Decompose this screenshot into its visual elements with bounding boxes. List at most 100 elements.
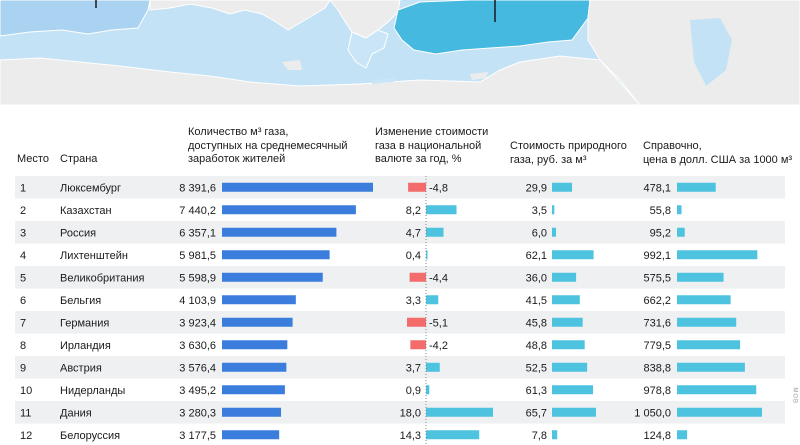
- rub-bar: [552, 385, 594, 395]
- header-price-change: Изменение стоимости газа в национальной …: [375, 126, 488, 167]
- usd-label: 662,2: [643, 295, 671, 307]
- volume-bar: [222, 205, 356, 215]
- header-gas-volume-line-1: Количество м³ газа,: [188, 126, 289, 138]
- rub-label: 48,8: [526, 340, 547, 352]
- usd-bar: [677, 362, 745, 372]
- header-price-rub-line-2: газа, руб. за м³: [510, 153, 587, 166]
- usd-bar: [677, 205, 682, 215]
- change-bar: [410, 340, 426, 350]
- country-label: Ирландия: [60, 340, 111, 352]
- usd-bar: [677, 272, 724, 282]
- volume-bar: [222, 182, 373, 192]
- table-row: [15, 356, 785, 379]
- country-label: Люксембург: [60, 182, 121, 194]
- rub-label: 62,1: [526, 250, 547, 262]
- map-crete: [372, 78, 396, 84]
- change-label: -4,2: [429, 340, 448, 352]
- volume-label: 6 357,1: [179, 227, 216, 239]
- table-row: [15, 176, 785, 199]
- change-bar: [426, 227, 444, 237]
- volume-label: 7 440,2: [179, 205, 216, 217]
- rub-bar: [552, 295, 580, 305]
- volume-bar: [222, 385, 285, 395]
- change-bar: [426, 295, 439, 305]
- header-country: Страна: [60, 153, 98, 165]
- usd-bar: [677, 340, 741, 350]
- rub-bar: [552, 182, 573, 192]
- header-gas-volume-line-2: доступных на среднемесячный: [188, 139, 348, 152]
- map-greece: [347, 29, 389, 69]
- change-label: -4,4: [429, 272, 448, 284]
- volume-label: 5 981,5: [179, 250, 216, 262]
- change-bar: [409, 272, 426, 282]
- rub-label: 61,3: [526, 385, 547, 397]
- rank-label: 10: [20, 385, 32, 397]
- header-gas-volume: Количество м³ газа, доступных на среднем…: [188, 126, 348, 167]
- table-row: [15, 221, 785, 244]
- rank-label: 6: [20, 295, 26, 307]
- rank-label: 12: [20, 430, 32, 442]
- rub-bar: [552, 227, 557, 237]
- table-row: [15, 311, 785, 334]
- usd-label: 575,5: [643, 272, 671, 284]
- rub-label: 36,0: [526, 272, 547, 284]
- change-bar: [426, 362, 440, 372]
- volume-bar: [222, 272, 323, 282]
- header-rank: Место: [17, 153, 49, 165]
- rub-label: 3,5: [532, 205, 547, 217]
- table-row: [15, 266, 785, 289]
- country-label: Великобритания: [60, 272, 145, 284]
- rub-label: 41,5: [526, 295, 547, 307]
- volume-label: 3 177,5: [179, 430, 216, 442]
- map-caspian: [690, 18, 732, 86]
- volume-bar: [222, 250, 330, 260]
- change-label: -5,1: [429, 317, 448, 329]
- volume-bar: [222, 362, 287, 372]
- volume-bar: [222, 295, 296, 305]
- header-price-change-line-2: газа в национальной: [375, 139, 482, 152]
- rub-label: 6,0: [532, 227, 547, 239]
- country-label: Германия: [60, 317, 109, 329]
- usd-label: 992,1: [643, 250, 671, 262]
- volume-label: 3 630,6: [179, 340, 216, 352]
- change-bar: [408, 182, 426, 192]
- map-europe-land: [149, 0, 331, 31]
- usd-label: 1 050,0: [634, 407, 671, 419]
- header-price-usd-line-1: Справочно,: [643, 140, 702, 152]
- map-iberia: [0, 0, 151, 37]
- volume-bar: [222, 317, 293, 327]
- change-bar: [426, 430, 480, 440]
- usd-label: 55,8: [650, 205, 671, 217]
- usd-bar: [677, 385, 757, 395]
- usd-bar: [677, 295, 731, 305]
- rub-label: 7,8: [532, 430, 547, 442]
- volume-label: 3 280,3: [179, 407, 216, 419]
- rub-bar: [552, 272, 577, 282]
- header-price-usd: Справочно, цена в долл. США за 1000 м³: [643, 140, 792, 167]
- country-label: Казахстан: [60, 205, 112, 217]
- rank-label: 2: [20, 205, 26, 217]
- rank-label: 1: [20, 182, 26, 194]
- volume-label: 8 391,6: [179, 182, 216, 194]
- volume-bar: [222, 227, 337, 237]
- change-label: 4,7: [406, 227, 421, 239]
- map-turkey: [393, 0, 591, 55]
- rank-label: 5: [20, 272, 26, 284]
- rank-label: 3: [20, 227, 26, 239]
- change-label: 8,2: [406, 205, 421, 217]
- rub-bar: [552, 317, 583, 327]
- country-label: Бельгия: [60, 295, 101, 307]
- change-label: 3,7: [406, 362, 421, 374]
- rub-label: 52,5: [526, 362, 547, 374]
- change-bar: [426, 250, 428, 260]
- usd-bar: [677, 227, 685, 237]
- usd-label: 838,8: [643, 362, 671, 374]
- usd-bar: [677, 182, 716, 192]
- usd-label: 478,1: [643, 182, 671, 194]
- rub-bar: [552, 205, 555, 215]
- country-label: Белоруссия: [60, 430, 120, 442]
- header-price-change-line-1: Изменение стоимости: [375, 126, 489, 138]
- volume-bar: [222, 407, 282, 417]
- rank-label: 9: [20, 362, 26, 374]
- rub-bar: [552, 430, 558, 440]
